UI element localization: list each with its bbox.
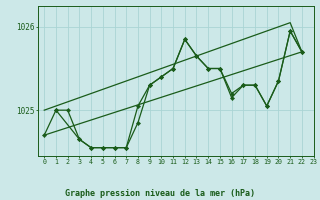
Text: Graphe pression niveau de la mer (hPa): Graphe pression niveau de la mer (hPa) — [65, 189, 255, 198]
